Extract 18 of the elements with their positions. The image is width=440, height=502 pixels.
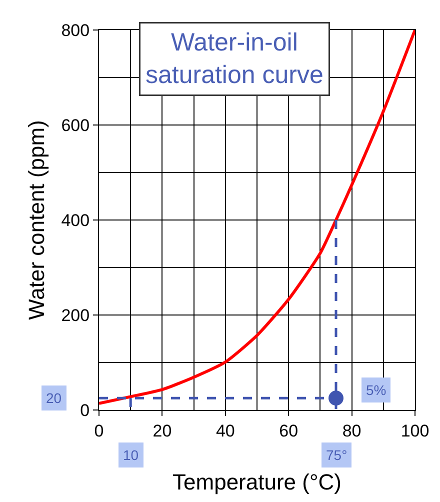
- x-tick-label: 60: [279, 421, 298, 440]
- y-tick-label: 200: [61, 306, 90, 325]
- text: Water-in-oil saturation curve: [146, 28, 324, 89]
- x-tick-label: 100: [400, 421, 430, 440]
- y-tick-label: 800: [61, 20, 90, 40]
- y-tick-label: 400: [61, 210, 90, 230]
- x-tick-label: 80: [342, 421, 362, 440]
- y-axis-title: Water content (ppm): [24, 120, 50, 320]
- x-tick-label: 40: [216, 421, 235, 440]
- y-tick-label: 600: [61, 116, 90, 135]
- annotation: 75°: [326, 447, 348, 463]
- annotation: 10: [123, 447, 139, 463]
- annotation: 5%: [366, 382, 386, 398]
- x-tick-label: 20: [152, 421, 172, 440]
- x-axis-title: Temperature (°C): [172, 469, 342, 494]
- y-tick-label: 0: [80, 400, 90, 420]
- annotation: 20: [46, 390, 62, 406]
- x-tick-label: 0: [94, 421, 104, 440]
